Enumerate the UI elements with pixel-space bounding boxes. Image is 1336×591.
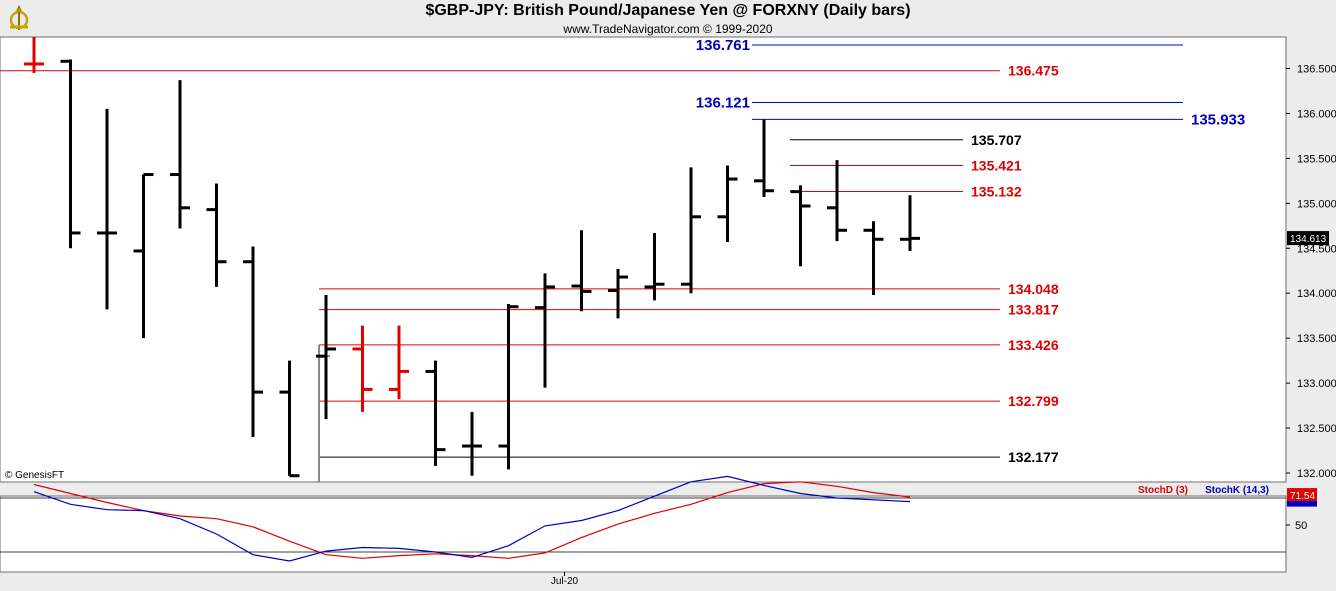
time-axis: Jul-20	[551, 572, 579, 587]
y-tick-label: 134.000	[1297, 288, 1336, 300]
stoch-tick-label: 50	[1295, 520, 1307, 532]
price-bars	[24, 37, 920, 478]
level-label: 133.426	[1008, 337, 1059, 353]
stochd-last-label: 71.54	[1290, 491, 1315, 502]
price-axis: 136.500 136.000 135.500 135.000 134.500 134.0…	[1286, 63, 1336, 480]
level-label: 135.933	[1191, 111, 1245, 128]
level-label: 135.421	[971, 157, 1022, 173]
level-label: 134.048	[1008, 281, 1059, 297]
level-label: 132.177	[1008, 449, 1059, 465]
legend-stochd: StochD (3)	[1138, 485, 1188, 496]
level-label: 132.799	[1008, 393, 1059, 409]
y-tick-label: 133.000	[1297, 378, 1336, 390]
level-label: 135.132	[971, 183, 1022, 199]
y-tick-label: 136.500	[1297, 63, 1336, 75]
level-label: 136.121	[696, 95, 750, 112]
y-tick-label: 134.500	[1297, 243, 1336, 255]
y-tick-label: 133.500	[1297, 333, 1336, 345]
stoch-panel	[0, 495, 1287, 573]
x-tick-label: Jul-20	[551, 576, 579, 587]
watermark: © GenesisFT	[5, 470, 64, 481]
y-tick-label: 135.000	[1297, 198, 1336, 210]
last-price-label: 134.613	[1290, 234, 1327, 245]
y-tick-label: 132.500	[1297, 423, 1336, 435]
sextant-logo-icon	[9, 4, 29, 30]
y-tick-label: 132.000	[1297, 468, 1336, 480]
level-label: 136.475	[1008, 63, 1059, 79]
level-label: 136.761	[696, 37, 750, 54]
price-panel	[0, 36, 1287, 483]
chart-subtitle: www.TradeNavigator.com © 1999-2020	[563, 22, 773, 36]
level-label: 135.707	[971, 132, 1022, 148]
chart-title: $GBP-JPY: British Pound/Japanese Yen @ F…	[425, 2, 911, 19]
stoch-series-line	[33, 475, 911, 562]
legend-stochk: StochK (14,3)	[1205, 485, 1269, 496]
y-tick-label: 136.000	[1297, 108, 1336, 120]
stoch-axis: 50 71.54	[1286, 488, 1317, 532]
level-lines: 136.761 136.475 136.121 135.933 135.707 135.4…	[0, 37, 1245, 482]
stoch-series-line	[33, 481, 911, 559]
level-label: 133.817	[1008, 302, 1059, 318]
stochastic-lines: StochD (3) StochK (14,3)	[0, 475, 1286, 562]
stochd-last-box	[1287, 488, 1317, 502]
last-price-box	[1287, 231, 1329, 246]
y-tick-label: 135.500	[1297, 153, 1336, 165]
